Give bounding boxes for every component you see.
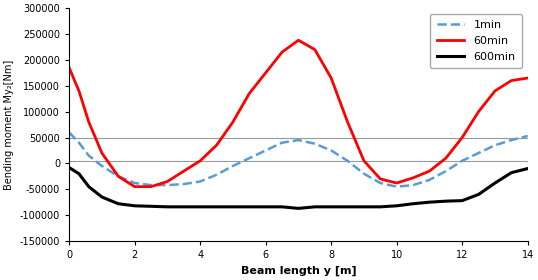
600min — [66, 166, 72, 169]
600min — [410, 202, 416, 206]
1min — [76, 141, 82, 144]
600min — [344, 205, 351, 209]
60min — [279, 50, 285, 54]
1min — [525, 134, 531, 138]
60min — [263, 71, 269, 74]
1min — [86, 154, 92, 157]
600min — [76, 172, 82, 175]
1min — [360, 172, 367, 175]
X-axis label: Beam length y [m]: Beam length y [m] — [240, 265, 356, 276]
1min — [181, 182, 187, 186]
600min — [246, 205, 252, 209]
60min — [476, 110, 482, 113]
1min — [459, 159, 465, 162]
60min — [246, 92, 252, 95]
600min — [426, 200, 433, 204]
60min — [312, 48, 318, 51]
60min — [508, 79, 514, 82]
Legend: 1min, 60min, 600min: 1min, 60min, 600min — [430, 14, 522, 68]
Line: 60min: 60min — [69, 40, 528, 187]
600min — [525, 167, 531, 170]
600min — [164, 205, 171, 209]
60min — [492, 89, 498, 93]
1min — [230, 164, 236, 168]
60min — [377, 177, 384, 181]
600min — [393, 204, 400, 207]
60min — [344, 120, 351, 124]
1min — [246, 157, 252, 160]
600min — [443, 199, 449, 203]
600min — [328, 205, 335, 209]
60min — [164, 180, 171, 183]
600min — [312, 205, 318, 209]
60min — [410, 176, 416, 179]
600min — [230, 205, 236, 209]
600min — [476, 193, 482, 196]
60min — [393, 181, 400, 185]
600min — [98, 195, 105, 199]
600min — [86, 185, 92, 188]
60min — [426, 169, 433, 173]
600min — [360, 205, 367, 209]
60min — [76, 89, 82, 93]
Line: 1min: 1min — [69, 132, 528, 187]
60min — [360, 159, 367, 162]
1min — [410, 183, 416, 187]
600min — [492, 181, 498, 185]
600min — [295, 207, 302, 210]
1min — [213, 173, 220, 176]
Y-axis label: Bending moment My₂[Nm]: Bending moment My₂[Nm] — [4, 59, 14, 190]
1min — [344, 159, 351, 162]
600min — [279, 205, 285, 209]
1min — [443, 169, 449, 173]
600min — [263, 205, 269, 209]
60min — [148, 185, 154, 188]
1min — [476, 151, 482, 155]
600min — [181, 205, 187, 209]
600min — [459, 199, 465, 202]
1min — [131, 181, 138, 185]
1min — [263, 149, 269, 152]
1min — [377, 181, 384, 185]
1min — [393, 185, 400, 188]
1min — [492, 144, 498, 147]
600min — [131, 204, 138, 207]
1min — [66, 131, 72, 134]
60min — [213, 144, 220, 147]
60min — [181, 169, 187, 173]
1min — [148, 183, 154, 187]
60min — [86, 120, 92, 124]
60min — [66, 66, 72, 69]
1min — [328, 149, 335, 152]
600min — [377, 205, 384, 209]
60min — [295, 39, 302, 42]
60min — [459, 136, 465, 139]
60min — [197, 159, 203, 162]
60min — [98, 151, 105, 155]
60min — [115, 175, 122, 178]
60min — [328, 76, 335, 80]
1min — [426, 178, 433, 182]
1min — [508, 138, 514, 142]
1min — [98, 164, 105, 168]
600min — [197, 205, 203, 209]
1min — [295, 138, 302, 142]
60min — [525, 76, 531, 80]
600min — [508, 171, 514, 174]
1min — [312, 142, 318, 145]
60min — [131, 185, 138, 188]
600min — [115, 202, 122, 206]
60min — [230, 120, 236, 124]
600min — [213, 205, 220, 209]
1min — [164, 183, 171, 187]
600min — [148, 205, 154, 208]
1min — [197, 180, 203, 183]
1min — [115, 175, 122, 178]
1min — [279, 141, 285, 144]
Line: 600min: 600min — [69, 167, 528, 208]
60min — [443, 157, 449, 160]
